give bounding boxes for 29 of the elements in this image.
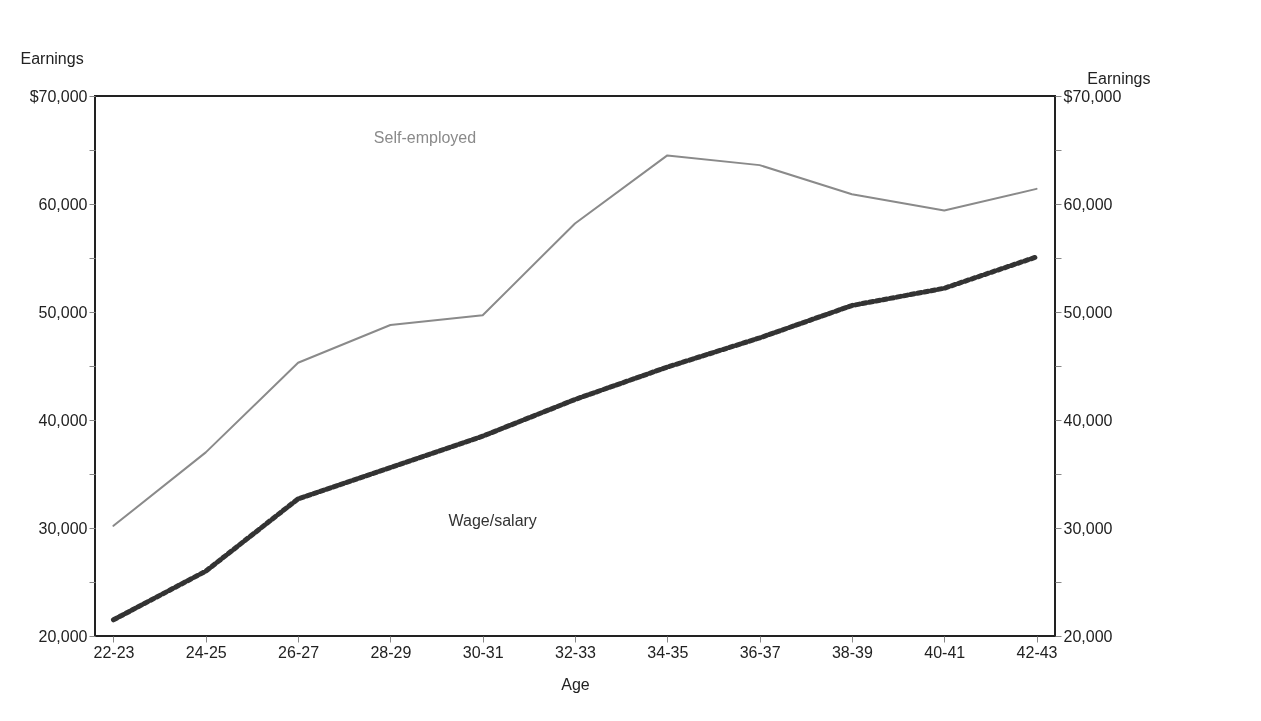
y2-tick-label: 50,000 [1063, 303, 1113, 321]
text: Wage/salary [448, 512, 537, 530]
x-tick-label: 34-35 [647, 643, 689, 661]
y-axis-title: Earnings [20, 49, 84, 67]
x-tick-label: 40-41 [924, 643, 966, 661]
x-tick-label: 22-23 [93, 643, 135, 661]
x-tick-label: 24-25 [185, 643, 227, 661]
y-tick-label: 40,000 [38, 411, 88, 429]
y2-tick-label: 20,000 [1063, 627, 1113, 645]
x-tick-label: 32-33 [555, 643, 597, 661]
y-tick-label: 60,000 [38, 195, 88, 213]
y-tick-label: 50,000 [38, 303, 88, 321]
text: Self-employed [373, 129, 477, 147]
x-tick-label: 26-27 [278, 643, 320, 661]
x-axis-title: Age [561, 675, 590, 693]
y2-tick-label: 60,000 [1063, 195, 1113, 213]
y2-axis-title: Earnings [1087, 69, 1151, 87]
x-tick-label: 42-43 [1016, 643, 1058, 661]
x-tick-label: 30-31 [462, 643, 504, 661]
y2-tick-label: 30,000 [1063, 519, 1113, 537]
y-tick-label: 30,000 [38, 519, 88, 537]
y-tick-label: 20,000 [38, 627, 88, 645]
y2-tick-label: 40,000 [1063, 411, 1113, 429]
x-tick-label: 38-39 [831, 643, 873, 661]
y-tick-label: $70,000 [29, 87, 88, 105]
line-series [112, 154, 1038, 527]
y2-tick-label: $70,000 [1063, 87, 1122, 105]
x-tick-label: 28-29 [370, 643, 412, 661]
x-tick-label: 36-37 [739, 643, 781, 661]
